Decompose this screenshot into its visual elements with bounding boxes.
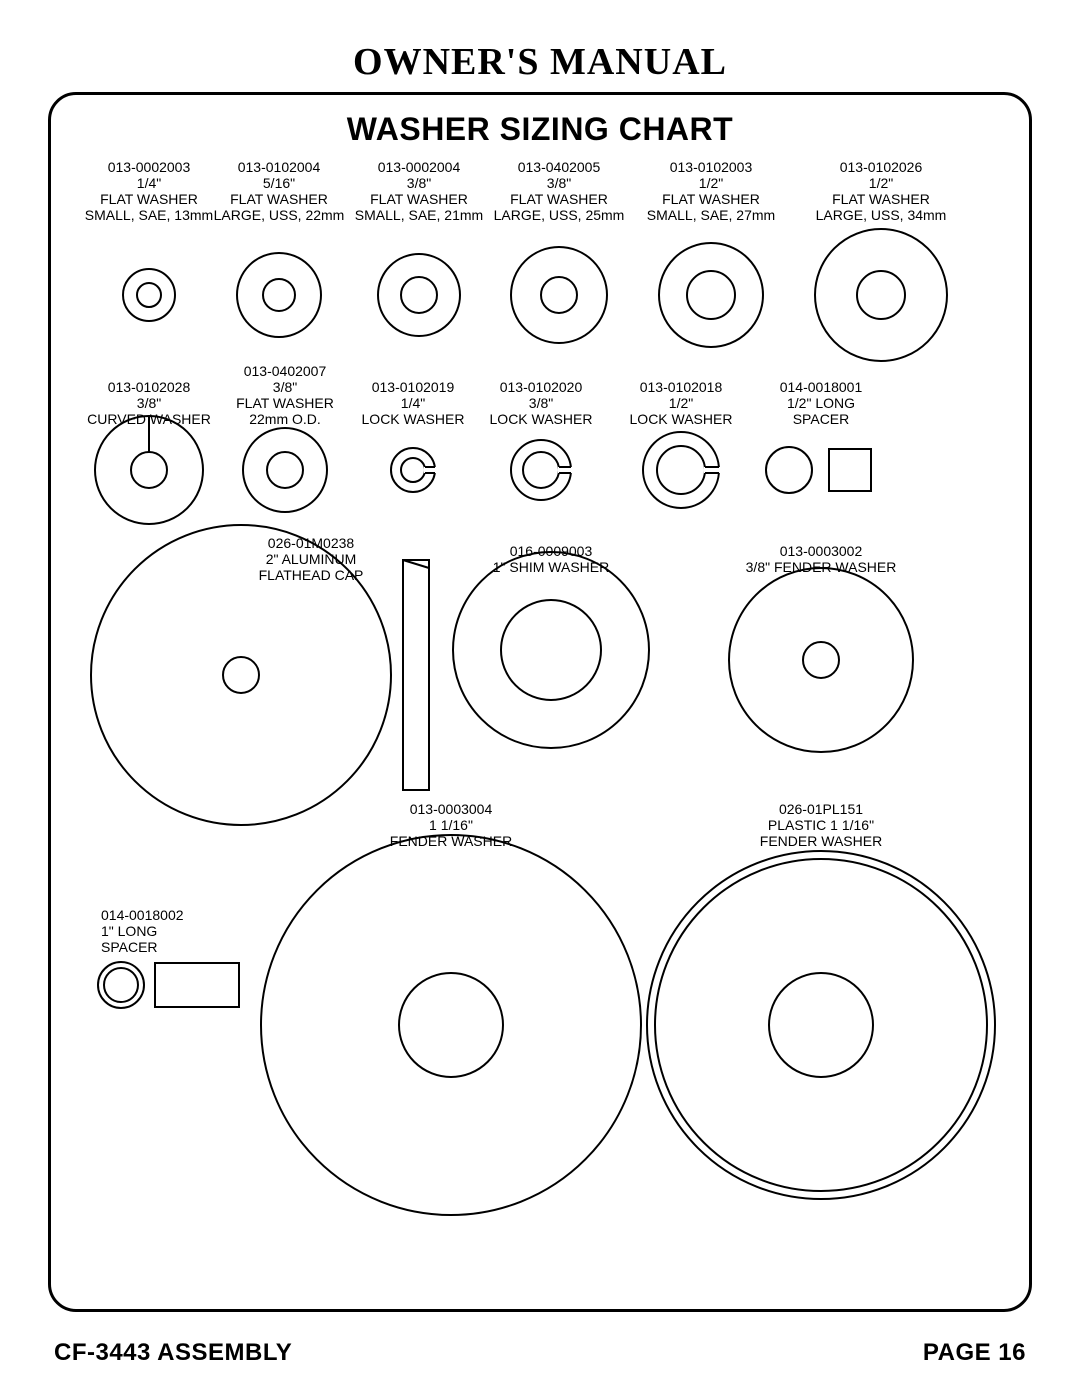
part-label: 014-0018002 1" LONG SPACER: [101, 907, 184, 955]
part-label: 013-0003002 3/8" FENDER WASHER: [741, 543, 901, 575]
part-label: 026-01M0238 2" ALUMINUM FLATHEAD CAP: [231, 535, 391, 583]
doc-title: OWNER'S MANUAL: [0, 40, 1080, 84]
part-label: 016-0009003 1" SHIM WASHER: [471, 543, 631, 575]
part-label: 013-0102003 1/2" FLAT WASHER SMALL, SAE,…: [631, 159, 791, 223]
chart-panel: WASHER SIZING CHART 013-0002003 1/4" FLA…: [48, 92, 1032, 1312]
part-label: 013-0102004 5/16" FLAT WASHER LARGE, USS…: [199, 159, 359, 223]
footer-assembly: CF-3443 ASSEMBLY: [54, 1339, 292, 1367]
part-label: 013-0402005 3/8" FLAT WASHER LARGE, USS,…: [479, 159, 639, 223]
part-label: 013-0102018 1/2" LOCK WASHER: [601, 379, 761, 427]
part-label: 013-0002004 3/8" FLAT WASHER SMALL, SAE,…: [339, 159, 499, 223]
part-label: 014-0018001 1/2" LONG SPACER: [741, 379, 901, 427]
part-label: 013-0102026 1/2" FLAT WASHER LARGE, USS,…: [801, 159, 961, 223]
page: OWNER'S MANUAL WASHER SIZING CHART 013-0…: [0, 0, 1080, 1397]
part-label: 013-0102020 3/8" LOCK WASHER: [461, 379, 621, 427]
footer-page: PAGE 16: [923, 1339, 1026, 1367]
part-label: 013-0003004 1 1/16" FENDER WASHER: [371, 801, 531, 849]
chart-svg: [51, 95, 1029, 1309]
part-label: 026-01PL151 PLASTIC 1 1/16" FENDER WASHE…: [741, 801, 901, 849]
